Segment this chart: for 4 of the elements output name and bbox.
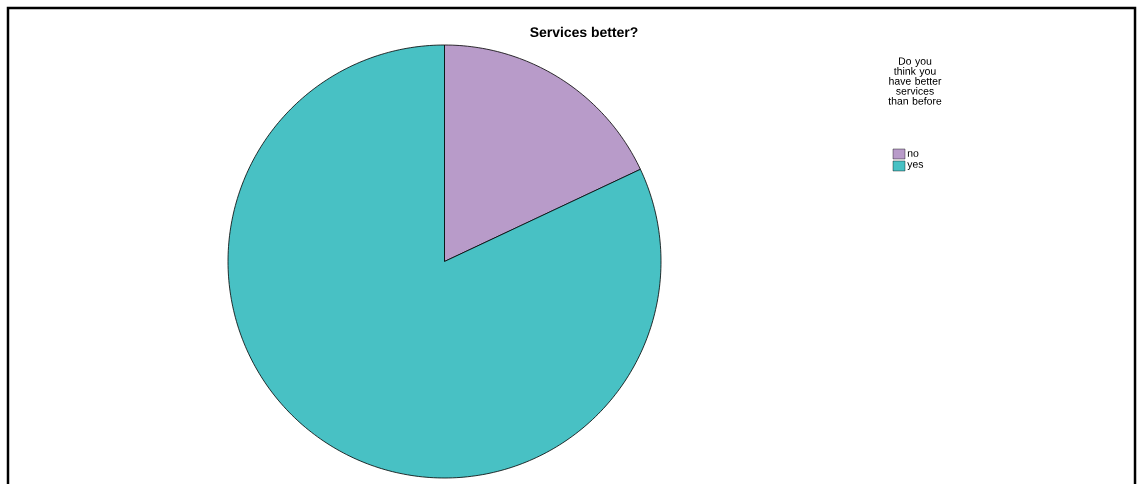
chart-title: Services better? <box>530 26 638 38</box>
legend-title: Do you think you have better services than before <box>888 57 942 105</box>
legend-label: yes <box>907 162 924 170</box>
legend-label: no <box>907 151 919 157</box>
